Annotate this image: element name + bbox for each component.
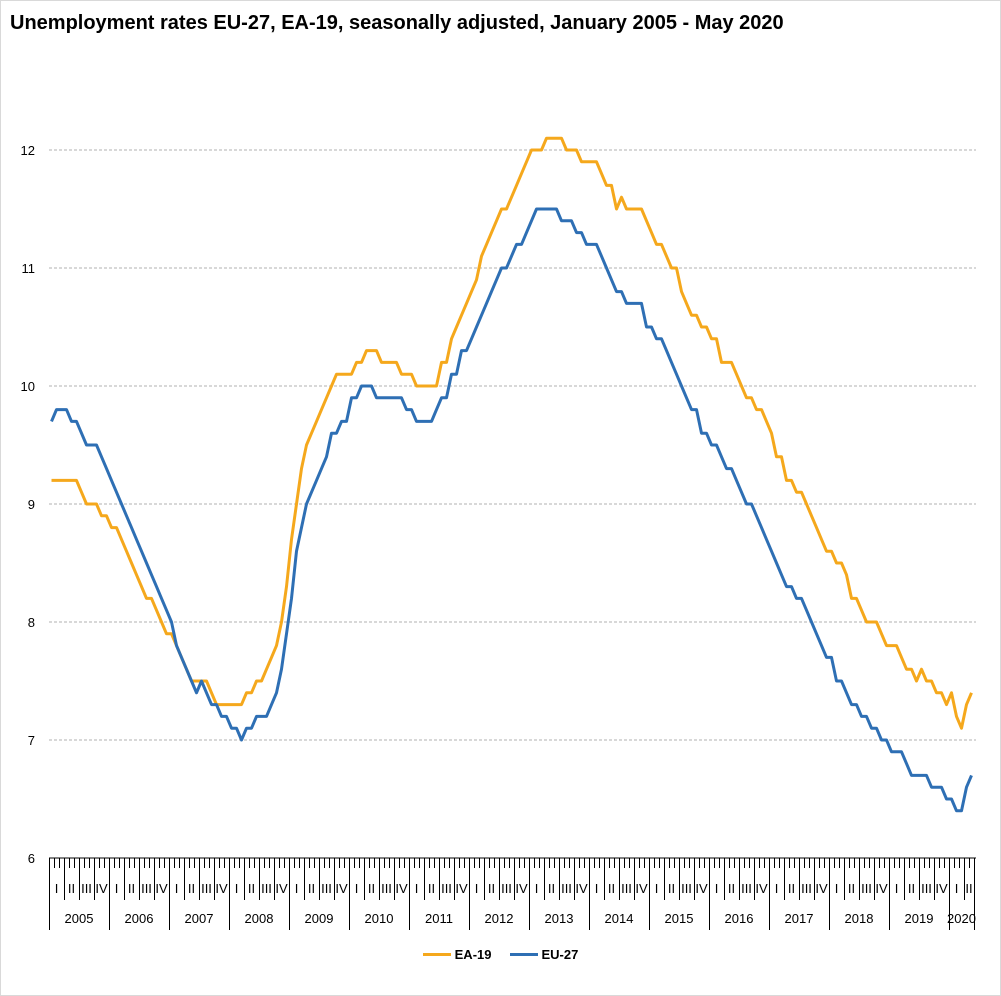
quarter-label: IV [335, 881, 348, 896]
quarter-label: I [775, 881, 779, 896]
year-label: 2011 [425, 911, 453, 926]
quarter-label: IV [95, 881, 108, 896]
y-tick-label: 10 [21, 379, 35, 394]
legend-label-eu27: EU-27 [541, 947, 579, 962]
quarter-label: II [188, 881, 195, 896]
year-label: 2008 [245, 911, 274, 926]
quarter-label: II [128, 881, 135, 896]
quarter-label: III [741, 881, 752, 896]
quarter-label: I [955, 881, 959, 896]
quarter-label: III [501, 881, 512, 896]
quarter-label: II [728, 881, 735, 896]
quarter-label: IV [155, 881, 168, 896]
legend: EA-19 EU-27 [0, 947, 1001, 962]
quarter-label: I [895, 881, 899, 896]
quarter-label: II [608, 881, 615, 896]
quarter-label: IV [575, 881, 588, 896]
legend-swatch-eu27 [509, 953, 538, 956]
year-label: 2012 [485, 911, 514, 926]
quarter-label: III [381, 881, 392, 896]
series-line-ea19 [51, 136, 973, 730]
quarter-label: II [68, 881, 75, 896]
quarter-label: II [848, 881, 855, 896]
y-tick-label: 12 [21, 143, 35, 158]
quarter-label: I [235, 881, 239, 896]
quarter-label: I [55, 881, 59, 896]
quarter-label: IV [635, 881, 648, 896]
y-tick-label: 6 [28, 851, 35, 866]
quarter-label: III [801, 881, 812, 896]
quarter-label: III [261, 881, 272, 896]
quarter-label: IV [395, 881, 408, 896]
quarter-label: IV [815, 881, 828, 896]
quarter-label: I [295, 881, 299, 896]
quarter-label: IV [755, 881, 768, 896]
quarter-label: I [475, 881, 479, 896]
year-label: 2020 [947, 911, 976, 926]
quarter-label: II [368, 881, 375, 896]
quarter-label: III [321, 881, 332, 896]
year-label: 2014 [605, 911, 634, 926]
quarter-label: I [415, 881, 419, 896]
quarter-label: IV [515, 881, 528, 896]
quarter-label: II [488, 881, 495, 896]
quarter-label: I [835, 881, 839, 896]
year-label: 2013 [545, 911, 574, 926]
quarter-label: I [535, 881, 539, 896]
quarter-label: IV [455, 881, 468, 896]
year-label: 2015 [665, 911, 694, 926]
year-label: 2018 [845, 911, 874, 926]
quarter-label: I [355, 881, 359, 896]
year-label: 2005 [65, 911, 94, 926]
quarter-label: IV [875, 881, 888, 896]
quarter-label: III [441, 881, 452, 896]
quarter-label: III [201, 881, 212, 896]
quarter-label: IV [935, 881, 948, 896]
quarter-label: II [908, 881, 915, 896]
year-label: 2007 [185, 911, 214, 926]
quarter-label: II [965, 881, 972, 896]
quarter-label: I [655, 881, 659, 896]
legend-item-ea19: EA-19 [422, 947, 492, 962]
quarter-label: I [715, 881, 719, 896]
legend-swatch-ea19 [422, 953, 451, 956]
quarter-label: IV [215, 881, 228, 896]
quarter-label: I [175, 881, 179, 896]
year-label: 2006 [125, 911, 154, 926]
chart-title: Unemployment rates EU-27, EA-19, seasona… [10, 12, 784, 34]
year-label: 2019 [905, 911, 934, 926]
quarter-label: III [681, 881, 692, 896]
quarter-label: III [861, 881, 872, 896]
year-label: 2017 [785, 911, 814, 926]
y-tick-label: 11 [22, 261, 36, 276]
quarter-label: II [248, 881, 255, 896]
y-tick-label: 8 [28, 615, 35, 630]
quarter-label: II [788, 881, 795, 896]
quarter-label: IV [695, 881, 708, 896]
quarter-label: IV [275, 881, 288, 896]
quarter-label: III [561, 881, 572, 896]
year-label: 2009 [305, 911, 334, 926]
legend-label-ea19: EA-19 [454, 947, 492, 962]
y-tick-label: 7 [28, 733, 35, 748]
quarter-label: II [548, 881, 555, 896]
quarter-label: I [115, 881, 119, 896]
quarter-label: II [668, 881, 675, 896]
series-line-eu27 [50, 207, 973, 813]
quarter-label: III [141, 881, 152, 896]
quarter-label: III [921, 881, 932, 896]
y-tick-label: 9 [28, 497, 35, 512]
quarter-label: III [621, 881, 632, 896]
quarter-label: III [81, 881, 92, 896]
year-label: 2010 [365, 911, 394, 926]
quarter-label: I [595, 881, 599, 896]
quarter-label: II [308, 881, 315, 896]
quarter-label: II [428, 881, 435, 896]
year-label: 2016 [725, 911, 754, 926]
legend-item-eu27: EU-27 [509, 947, 579, 962]
